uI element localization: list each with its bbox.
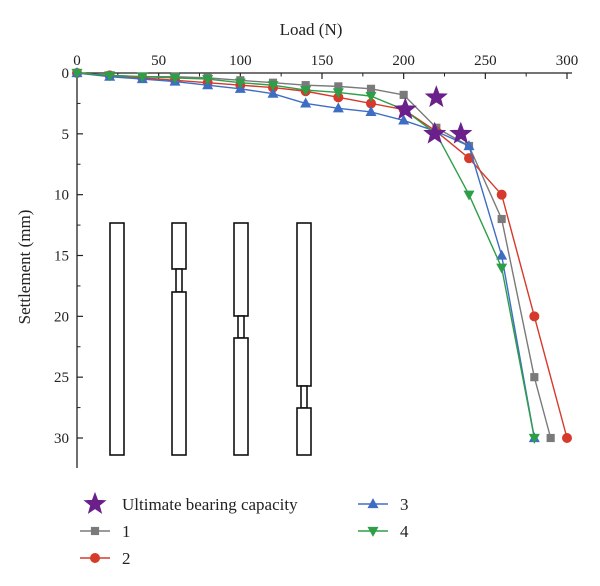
y-tick-label: 5 (62, 127, 70, 143)
pile-schematic-1 (109, 222, 125, 456)
series-3-point (267, 87, 279, 98)
series-3-point (300, 97, 312, 108)
series-4-point (365, 92, 377, 103)
y-tick-label: 15 (54, 249, 69, 265)
series-4 (71, 68, 540, 444)
legend-label: 1 (122, 522, 131, 541)
series-4-point (528, 433, 540, 444)
series-4-point (202, 75, 214, 85)
x-tick-label: 200 (392, 53, 415, 69)
legend-label: 2 (122, 549, 131, 568)
x-tick-label: 50 (151, 53, 166, 69)
y-tick-label: 0 (62, 66, 70, 82)
legend-label: Ultimate bearing capacity (122, 495, 298, 514)
legend-entry: 3 (358, 495, 409, 514)
legend-marker (90, 553, 101, 564)
pile-schematics (109, 222, 312, 456)
series-3-point (496, 249, 508, 260)
series-2-line (76, 72, 568, 439)
y-tick-label: 30 (54, 431, 69, 447)
ultimate-capacity-layer (393, 85, 473, 144)
series-4-point (136, 72, 148, 83)
legend-marker (367, 498, 379, 509)
series-2-point (496, 189, 507, 200)
series-1-point (366, 84, 376, 93)
x-tick-label: 100 (229, 53, 252, 69)
x-tick-label: 300 (556, 53, 579, 69)
series-4-point (169, 73, 181, 84)
legend-marker (83, 491, 107, 514)
x-tick-label: 250 (474, 53, 497, 69)
series-2-point (562, 432, 573, 443)
legend-entry: 1 (80, 522, 131, 541)
series-3-point (398, 114, 410, 125)
legend-marker (367, 526, 379, 537)
series-4-point (300, 85, 312, 96)
ultimate-capacity-star (423, 121, 447, 144)
legend-marker (90, 526, 100, 536)
series-4-point (104, 71, 116, 82)
y-ticks: 0 5 10 15 20 25 30 (54, 66, 83, 447)
y-tick-label: 20 (54, 309, 69, 325)
series-4-point (496, 263, 508, 274)
ultimate-capacity-star (424, 85, 448, 108)
legend-entry: 4 (358, 522, 409, 541)
pile-schematic-2 (171, 222, 187, 456)
y-tick-label: 25 (54, 370, 69, 386)
legend-entry: Ultimate bearing capacity (83, 491, 298, 514)
series-3-point (332, 102, 344, 113)
series-1-point (497, 214, 506, 224)
series-4-point (267, 81, 279, 92)
series-3-point (463, 140, 475, 151)
series-4-point (71, 68, 83, 79)
x-tick-label: 0 (73, 53, 81, 69)
legend-label: 3 (400, 495, 409, 514)
series-1-point (546, 433, 555, 443)
ultimate-capacity-star (393, 97, 417, 120)
x-tick-label: 150 (311, 53, 334, 69)
legend-entry: 2 (80, 549, 131, 568)
series-4-point (332, 88, 344, 99)
y-axis-title: Settlement (mm) (15, 210, 34, 325)
plot-frame (76, 72, 572, 468)
legend-label: 4 (400, 522, 409, 541)
pile-schematic-3 (233, 222, 249, 456)
series-1-point (530, 373, 539, 382)
x-axis-title: Load (N) (280, 20, 343, 39)
series-4-point (234, 78, 246, 89)
ultimate-capacity-star (449, 121, 473, 144)
y-tick-label: 10 (54, 188, 69, 204)
legend: Ultimate bearing capacity 1 2 3 4 (80, 491, 409, 568)
series-4-point (463, 190, 475, 201)
series-3-point (365, 106, 377, 117)
series-2-point (529, 311, 540, 322)
x-ticks: 0 50 100 150 200 250 300 (73, 53, 578, 79)
series-1-point (399, 90, 408, 99)
pile-schematic-4 (296, 222, 312, 456)
